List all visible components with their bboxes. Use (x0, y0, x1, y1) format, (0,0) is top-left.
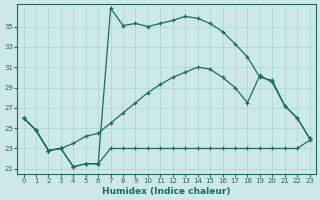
X-axis label: Humidex (Indice chaleur): Humidex (Indice chaleur) (102, 187, 231, 196)
